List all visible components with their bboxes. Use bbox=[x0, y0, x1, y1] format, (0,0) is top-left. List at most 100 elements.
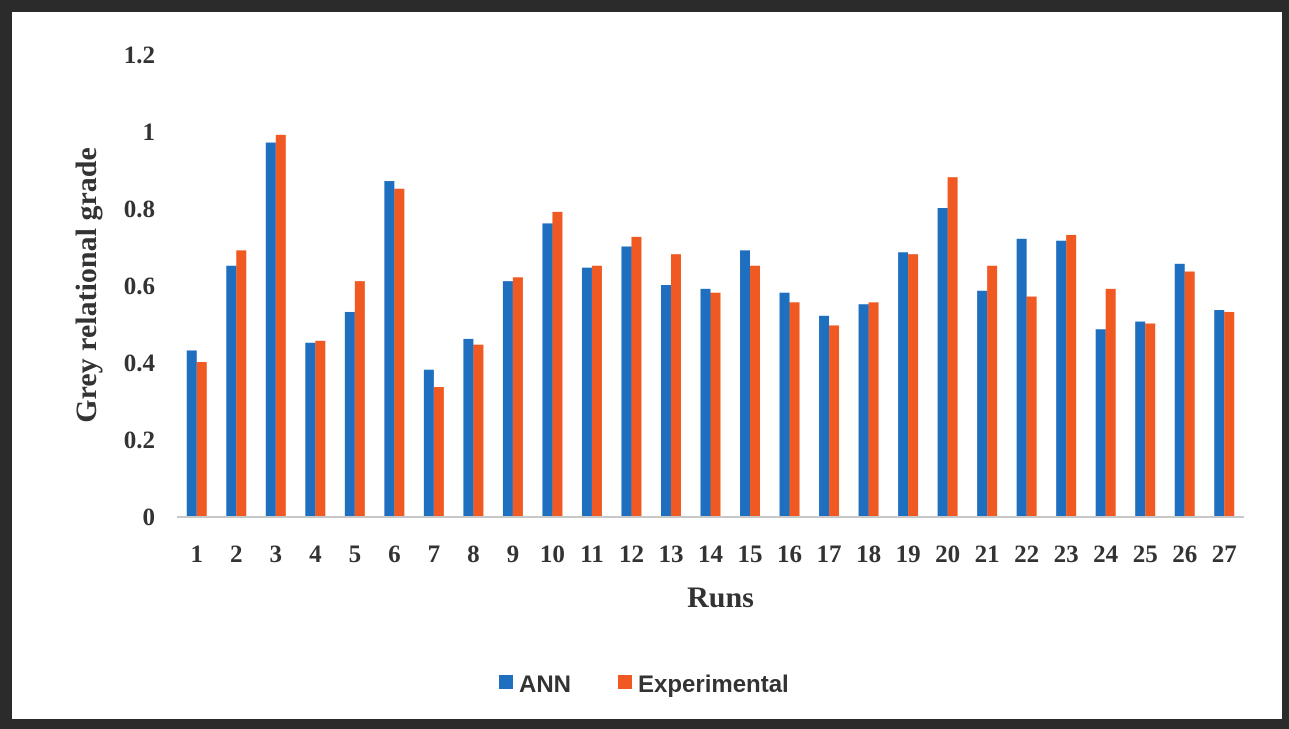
x-tick-label: 25 bbox=[1133, 541, 1158, 568]
x-tick-label: 10 bbox=[540, 541, 565, 568]
y-axis-title: Grey relational grade bbox=[70, 147, 103, 423]
x-tick-label: 7 bbox=[428, 541, 441, 568]
x-tick-label: 13 bbox=[658, 541, 683, 568]
y-tick-label: 1 bbox=[143, 119, 156, 146]
x-tick-label: 15 bbox=[738, 541, 763, 568]
bar-experimental-run-12 bbox=[631, 236, 642, 516]
bar-experimental-run-3 bbox=[275, 134, 286, 516]
bar-ann-run-15 bbox=[740, 250, 751, 516]
bar-ann-run-21 bbox=[977, 290, 988, 516]
bar-ann-run-19 bbox=[898, 252, 909, 516]
y-tick-label: 0.6 bbox=[124, 273, 155, 300]
x-tick-label: 12 bbox=[619, 541, 644, 568]
bar-ann-run-6 bbox=[384, 181, 395, 517]
x-tick-label: 20 bbox=[935, 541, 960, 568]
x-tick-label: 26 bbox=[1172, 541, 1197, 568]
x-tick-label: 6 bbox=[388, 541, 401, 568]
y-tick-label: 0.8 bbox=[124, 196, 155, 223]
legend: ANN Experimental bbox=[499, 671, 789, 698]
x-tick-label: 23 bbox=[1054, 541, 1079, 568]
bars bbox=[186, 134, 1235, 517]
bar-ann-run-20 bbox=[937, 208, 948, 516]
x-tick-label: 27 bbox=[1212, 541, 1237, 568]
bar-ann-run-24 bbox=[1095, 329, 1106, 516]
bar-ann-run-12 bbox=[621, 246, 632, 516]
x-tick-label: 17 bbox=[817, 541, 842, 568]
x-tick-label: 8 bbox=[467, 541, 480, 568]
bar-ann-run-7 bbox=[423, 369, 434, 516]
bar-chart: 00.20.40.60.811.2 1 2 3 4 5 6 7 8 9 10 11 12 13 14 15 1… bbox=[70, 42, 1244, 698]
x-tick-label: 9 bbox=[507, 541, 520, 568]
y-tick-label: 0.4 bbox=[124, 350, 156, 377]
bar-experimental-run-21 bbox=[987, 265, 998, 516]
x-tick-label: 21 bbox=[975, 541, 1000, 568]
bar-experimental-run-8 bbox=[473, 344, 484, 516]
x-tick-label: 3 bbox=[270, 541, 283, 568]
bar-experimental-run-24 bbox=[1105, 288, 1116, 516]
bar-ann-run-3 bbox=[265, 142, 276, 517]
bar-experimental-run-26 bbox=[1184, 271, 1195, 516]
bar-experimental-run-14 bbox=[710, 292, 721, 516]
bar-ann-run-25 bbox=[1135, 321, 1146, 516]
bar-experimental-run-7 bbox=[433, 387, 444, 516]
bar-ann-run-17 bbox=[819, 315, 830, 516]
bar-ann-run-16 bbox=[779, 292, 790, 516]
bar-experimental-run-22 bbox=[1026, 296, 1037, 516]
bar-experimental-run-13 bbox=[670, 254, 681, 516]
legend-swatch-ann bbox=[499, 675, 513, 689]
y-tick-label: 0.2 bbox=[124, 427, 155, 454]
y-tick-label: 1.2 bbox=[124, 42, 155, 69]
legend-swatch-experimental bbox=[618, 675, 632, 689]
legend-label-experimental: Experimental bbox=[638, 671, 789, 698]
bar-experimental-run-1 bbox=[196, 362, 207, 516]
bar-ann-run-1 bbox=[186, 350, 197, 516]
bar-experimental-run-6 bbox=[394, 188, 405, 516]
bar-ann-run-10 bbox=[542, 223, 553, 516]
bar-experimental-run-5 bbox=[354, 281, 365, 516]
bar-experimental-run-9 bbox=[512, 277, 523, 516]
legend-label-ann: ANN bbox=[519, 671, 571, 698]
x-tick-label: 16 bbox=[777, 541, 802, 568]
x-tick-label: 24 bbox=[1093, 541, 1119, 568]
x-tick-label: 14 bbox=[698, 541, 724, 568]
bar-ann-run-2 bbox=[226, 265, 237, 516]
bar-experimental-run-4 bbox=[315, 340, 326, 516]
bar-experimental-run-11 bbox=[591, 265, 602, 516]
bar-experimental-run-25 bbox=[1145, 323, 1156, 516]
bar-experimental-run-20 bbox=[947, 177, 958, 516]
x-tick-label: 19 bbox=[896, 541, 921, 568]
bar-experimental-run-17 bbox=[829, 325, 840, 516]
x-tick-label: 11 bbox=[580, 541, 604, 568]
bar-ann-run-14 bbox=[700, 288, 711, 516]
bar-experimental-run-27 bbox=[1224, 311, 1235, 516]
bar-experimental-run-23 bbox=[1066, 234, 1077, 516]
y-axis-ticks: 0 0.2 0.4 0.6 0.8 1 1.2 bbox=[124, 42, 156, 531]
bar-experimental-run-15 bbox=[750, 265, 761, 516]
bar-experimental-run-16 bbox=[789, 302, 800, 516]
x-tick-label: 5 bbox=[349, 541, 362, 568]
x-tick-label: 2 bbox=[230, 541, 243, 568]
x-tick-label: 22 bbox=[1014, 541, 1039, 568]
bar-ann-run-4 bbox=[305, 342, 316, 516]
bar-experimental-run-19 bbox=[908, 254, 919, 516]
bar-ann-run-22 bbox=[1016, 238, 1027, 517]
x-axis-ticks: 1 2 3 4 5 6 7 8 9 10 11 12 13 14 15 16 17 18 19 20 21 22 23 24 2… bbox=[191, 541, 1237, 568]
bar-experimental-run-10 bbox=[552, 211, 563, 516]
bar-ann-run-9 bbox=[502, 281, 513, 516]
bar-ann-run-26 bbox=[1174, 263, 1185, 516]
x-tick-label: 18 bbox=[856, 541, 881, 568]
bar-ann-run-27 bbox=[1214, 310, 1225, 516]
bar-experimental-run-2 bbox=[236, 250, 247, 516]
bar-ann-run-23 bbox=[1056, 240, 1067, 516]
bar-experimental-run-18 bbox=[868, 302, 879, 516]
x-tick-label: 4 bbox=[309, 541, 322, 568]
bar-ann-run-18 bbox=[858, 304, 869, 516]
x-tick-label: 1 bbox=[191, 541, 204, 568]
bar-ann-run-5 bbox=[344, 311, 355, 516]
y-tick-label: 0 bbox=[143, 504, 156, 531]
bar-ann-run-8 bbox=[463, 338, 474, 516]
bar-ann-run-13 bbox=[660, 285, 671, 516]
bar-ann-run-11 bbox=[581, 267, 592, 516]
x-axis-title: Runs bbox=[687, 581, 754, 614]
